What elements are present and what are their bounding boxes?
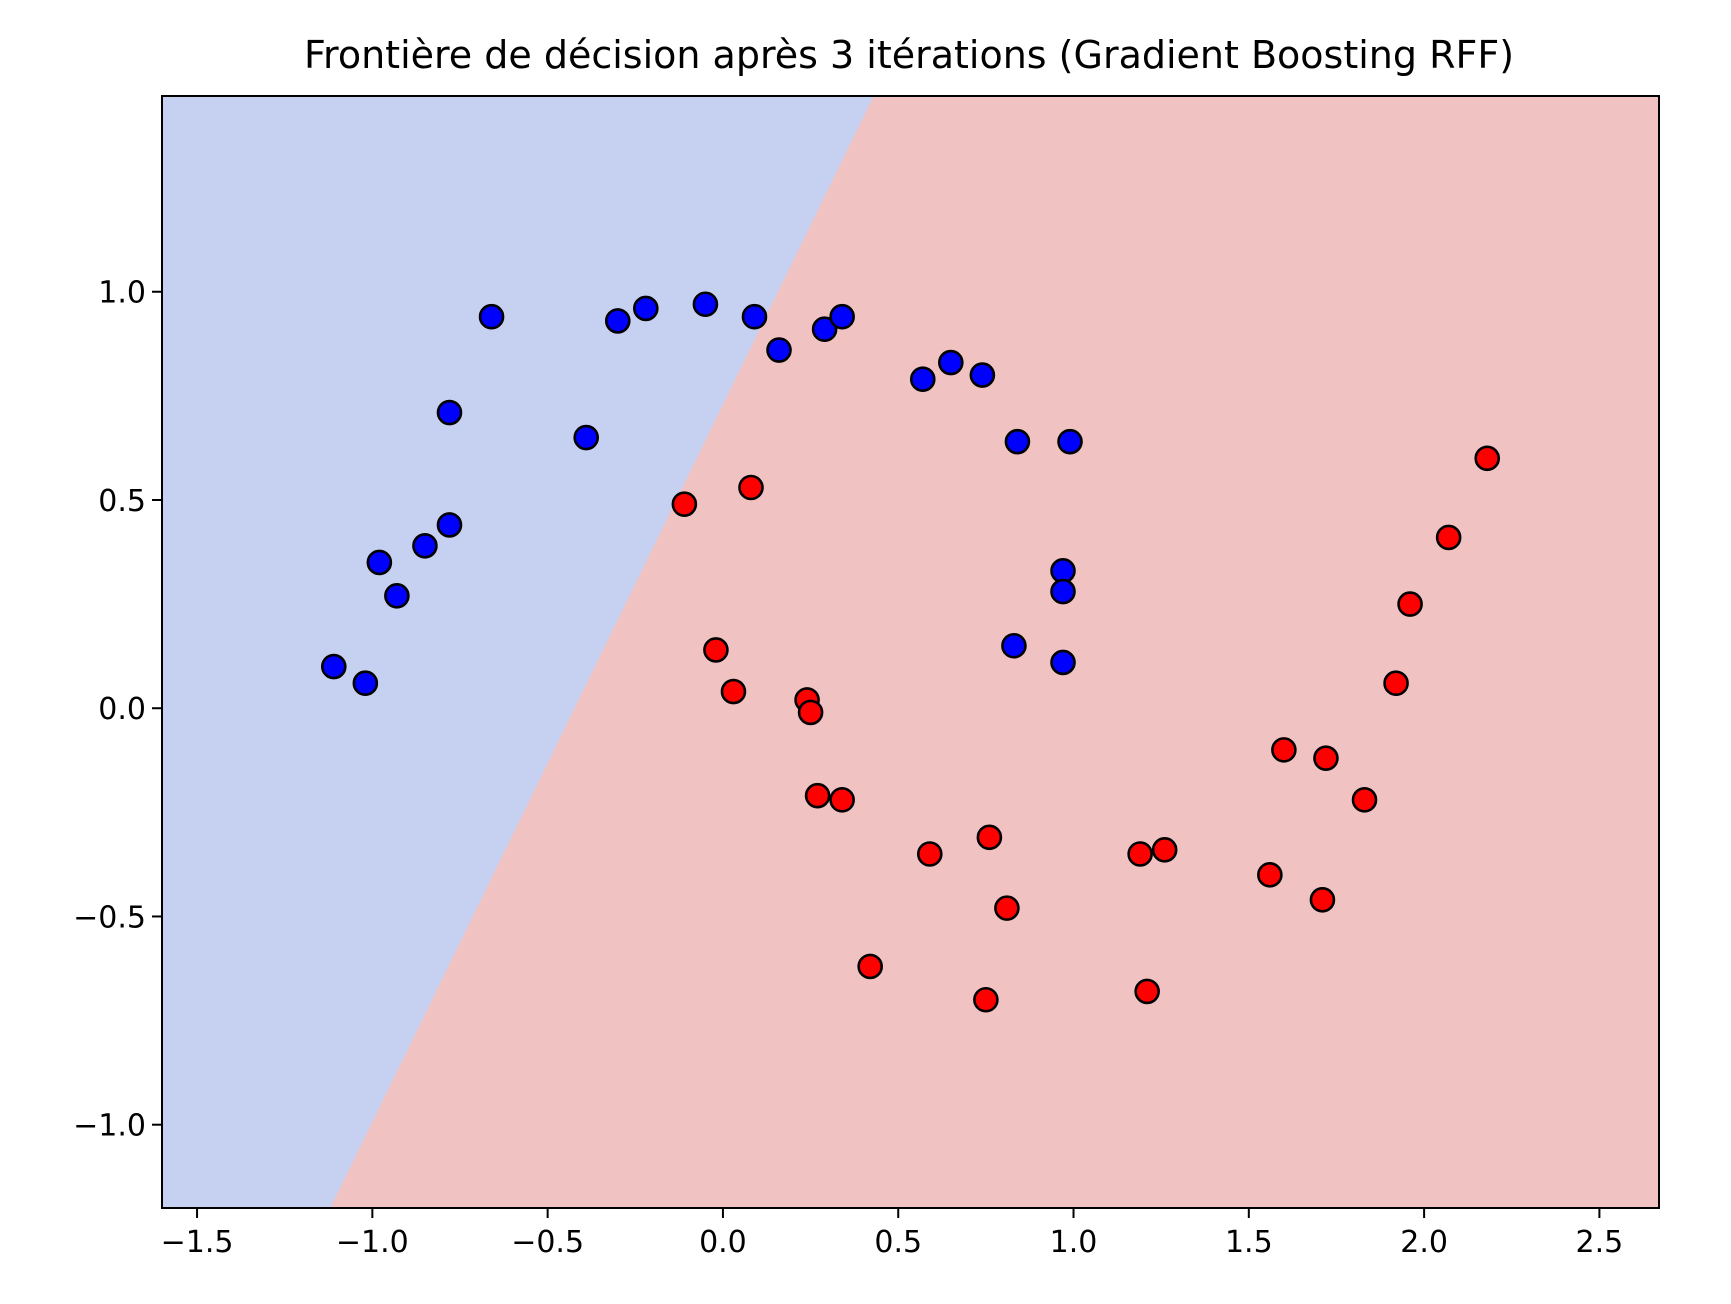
data-point-s0-18 (969, 362, 996, 388)
data-point-s0-17 (938, 349, 964, 376)
data-point-s1-8 (857, 953, 883, 980)
data-point-s0-23 (1001, 632, 1027, 659)
x-tick-label-6: 1.5 (1225, 1225, 1273, 1260)
y-tick-label-0: −1.0 (73, 1109, 146, 1144)
data-point-s1-6 (804, 782, 831, 809)
chart-title: Frontière de décision après 3 itérations… (304, 33, 1514, 77)
x-tick-label-5: 1.0 (1050, 1225, 1098, 1260)
data-point-s1-19 (1309, 887, 1336, 913)
data-point-s1-3 (720, 678, 747, 705)
plot-area (161, 95, 1660, 1209)
plot-frame (161, 95, 1660, 1209)
data-point-s1-7 (829, 787, 855, 813)
data-point-s1-16 (1257, 862, 1283, 888)
data-point-s0-16 (909, 366, 936, 393)
data-point-s1-20 (1351, 787, 1378, 813)
data-point-s0-20 (1057, 428, 1083, 455)
data-point-s0-15 (829, 303, 855, 330)
data-point-s1-0 (671, 491, 698, 517)
data-point-s1-24 (1474, 445, 1501, 472)
y-tick-label-4: 1.0 (98, 276, 146, 311)
data-point-s1-15 (1134, 978, 1160, 1005)
data-point-s0-12 (741, 303, 768, 330)
data-point-s1-14 (1151, 837, 1178, 863)
data-point-s1-11 (994, 895, 1020, 921)
x-axis: −1.5 −1.0 −0.5 0.0 0.5 1.0 1.5 2.0 2.5 (161, 1208, 1624, 1260)
x-tick-label-7: 2.0 (1400, 1225, 1448, 1260)
data-point-s1-21 (1383, 670, 1409, 697)
data-point-s0-4 (412, 532, 438, 559)
y-tick-label-1: −0.5 (73, 900, 146, 935)
data-point-s0-5 (436, 512, 463, 538)
data-point-s1-22 (1397, 591, 1423, 617)
y-tick-label-3: 0.5 (98, 484, 146, 519)
data-point-s1-9 (916, 841, 943, 867)
data-point-s1-23 (1435, 524, 1462, 551)
data-point-s1-17 (1271, 737, 1297, 763)
data-point-s0-8 (573, 424, 600, 451)
data-point-s1-2 (703, 637, 729, 663)
data-point-s0-13 (766, 337, 792, 363)
data-point-s0-9 (604, 308, 631, 334)
x-tick-label-4: 0.5 (874, 1225, 922, 1260)
x-tick-label-3: 0.0 (699, 1225, 747, 1260)
data-point-s0-22 (1050, 578, 1076, 605)
data-point-s0-7 (478, 303, 505, 330)
data-point-s0-14 (811, 316, 838, 343)
x-tick-label-0: −1.5 (161, 1225, 234, 1260)
data-point-s1-13 (1127, 841, 1153, 867)
data-point-s0-10 (633, 295, 659, 322)
region-negative (162, 96, 874, 1208)
data-point-s0-19 (1004, 428, 1031, 455)
data-point-s0-2 (366, 549, 393, 576)
data-point-s0-3 (384, 582, 410, 609)
x-tick-label-8: 2.5 (1576, 1225, 1624, 1260)
y-tick-label-2: 0.0 (98, 692, 146, 727)
data-point-s1-5 (797, 699, 824, 726)
data-point-s0-24 (1050, 649, 1076, 676)
x-tick-label-2: −0.5 (511, 1225, 584, 1260)
y-axis: −1.0 −0.5 0.0 0.5 1.0 (73, 276, 162, 1144)
data-point-s0-1 (352, 670, 379, 697)
data-point-s0-6 (436, 399, 463, 426)
data-point-s1-12 (973, 986, 999, 1013)
data-point-s1-10 (976, 824, 1003, 851)
data-point-s1-1 (738, 474, 764, 501)
data-point-s1-18 (1313, 745, 1339, 772)
x-tick-label-1: −1.0 (336, 1225, 409, 1260)
data-point-s0-0 (320, 653, 347, 680)
data-point-s0-11 (692, 291, 719, 318)
